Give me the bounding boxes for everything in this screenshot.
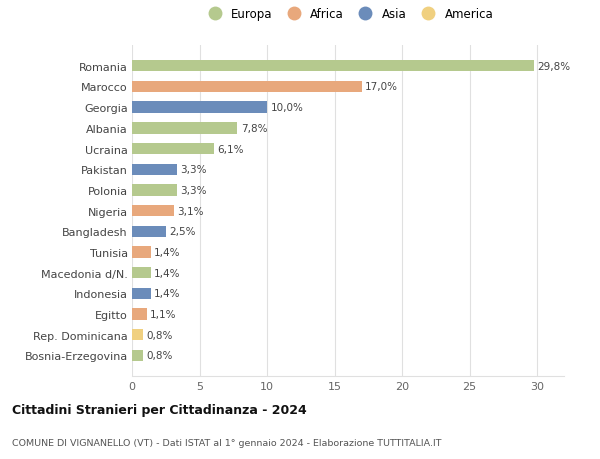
Bar <box>132 330 143 341</box>
Text: 0,8%: 0,8% <box>146 330 173 340</box>
Bar <box>132 350 143 361</box>
Text: 0,8%: 0,8% <box>146 351 173 361</box>
Text: 2,5%: 2,5% <box>169 227 196 237</box>
Text: 17,0%: 17,0% <box>365 82 398 92</box>
Bar <box>132 288 151 299</box>
Text: 1,4%: 1,4% <box>154 247 181 257</box>
Bar <box>132 206 174 217</box>
Text: 1,4%: 1,4% <box>154 268 181 278</box>
Bar <box>132 61 534 72</box>
Bar <box>132 185 176 196</box>
Bar <box>132 268 151 279</box>
Text: 3,3%: 3,3% <box>180 165 206 175</box>
Text: 6,1%: 6,1% <box>218 144 244 154</box>
Text: 3,1%: 3,1% <box>177 206 204 216</box>
Text: 1,1%: 1,1% <box>150 309 177 319</box>
Bar <box>132 164 176 175</box>
Bar <box>132 144 214 155</box>
Text: 10,0%: 10,0% <box>271 103 303 113</box>
Text: 29,8%: 29,8% <box>538 62 571 72</box>
Text: 7,8%: 7,8% <box>241 123 267 134</box>
Bar <box>132 123 238 134</box>
Bar <box>132 102 267 113</box>
Text: COMUNE DI VIGNANELLO (VT) - Dati ISTAT al 1° gennaio 2024 - Elaborazione TUTTITA: COMUNE DI VIGNANELLO (VT) - Dati ISTAT a… <box>12 438 442 447</box>
Bar <box>132 309 147 320</box>
Legend: Europa, Africa, Asia, America: Europa, Africa, Asia, America <box>200 6 496 23</box>
Bar <box>132 82 361 93</box>
Bar <box>132 226 166 237</box>
Text: 3,3%: 3,3% <box>180 185 206 196</box>
Text: Cittadini Stranieri per Cittadinanza - 2024: Cittadini Stranieri per Cittadinanza - 2… <box>12 403 307 416</box>
Text: 1,4%: 1,4% <box>154 289 181 299</box>
Bar <box>132 247 151 258</box>
